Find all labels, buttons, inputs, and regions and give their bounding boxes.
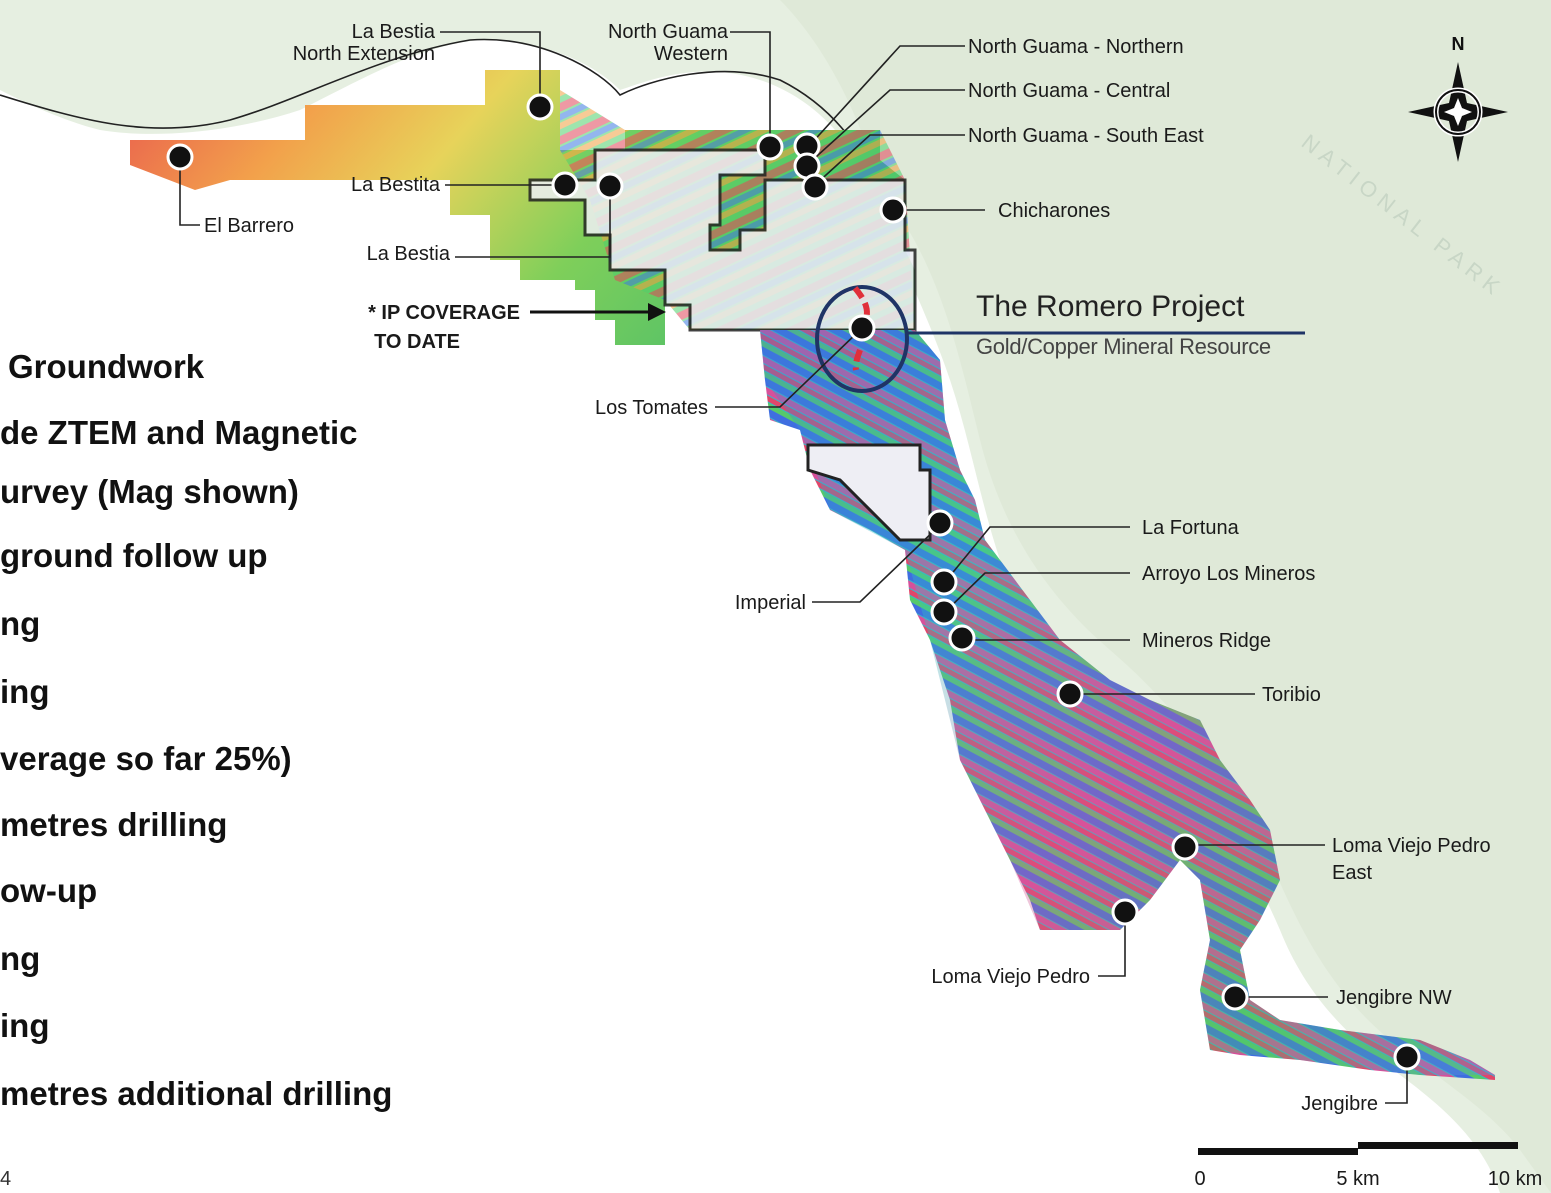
point-jengibre-nw[interactable] (1221, 983, 1249, 1011)
point-la-fortuna[interactable] (930, 568, 958, 596)
label-north-guama-south-east: North Guama - South East (968, 125, 1204, 147)
point-jengibre[interactable] (1393, 1043, 1421, 1071)
romero-ip-anomaly (852, 286, 870, 371)
scale-label-0: 0 (1194, 1168, 1205, 1190)
ip-coverage-block-south (806, 443, 932, 542)
label-la-bestia: La Bestia (367, 243, 451, 265)
point-la-bestita[interactable] (551, 171, 579, 199)
label-loma-viejo-pedro-east: Loma Viejo Pedro (1332, 835, 1491, 857)
label-loma-viejo-pedro: Loma Viejo Pedro (931, 966, 1090, 988)
label-mineros-ridge: Mineros Ridge (1142, 630, 1271, 652)
label-chicharones: Chicharones (998, 200, 1110, 222)
label-north-guama-northern: North Guama - Northern (968, 36, 1184, 58)
target-labels: La Bestia North Extension North Guama We… (204, 21, 1491, 1115)
scale-bar: 0 5 km 10 km (1194, 1142, 1542, 1190)
label-jengibre-nw: Jengibre NW (1336, 987, 1452, 1009)
label-imperial: Imperial (735, 592, 806, 614)
coast-land-right (780, 0, 1551, 1193)
compass-north-label: N (1452, 34, 1465, 54)
scale-label-5km: 5 km (1336, 1168, 1379, 1190)
point-arroyo-los-mineros[interactable] (930, 598, 958, 626)
project-title-block: The Romero Project Gold/Copper Mineral R… (976, 290, 1271, 360)
point-el-barrero[interactable] (166, 143, 194, 171)
ip-coverage-label-2: TO DATE (374, 331, 460, 353)
ip-coverage-label: * IP COVERAGE (368, 302, 520, 324)
target-points (166, 93, 1421, 1071)
point-los-tomates[interactable] (848, 314, 876, 342)
leader-lines (179, 31, 1408, 1104)
project-subtitle: Gold/Copper Mineral Resource (976, 334, 1271, 359)
label-loma-viejo-pedro-east-2: East (1332, 862, 1372, 884)
compass-rose-icon: N (1408, 34, 1508, 162)
point-loma-viejo-pedro[interactable] (1111, 898, 1139, 926)
ip-coverage-arrowhead (648, 303, 666, 321)
point-mineros-ridge[interactable] (948, 624, 976, 652)
label-jengibre: Jengibre (1301, 1093, 1378, 1115)
point-la-bestia[interactable] (596, 172, 624, 200)
label-el-barrero: El Barrero (204, 215, 294, 237)
point-chicharones[interactable] (879, 196, 907, 224)
point-loma-viejo-pedro-east[interactable] (1171, 833, 1199, 861)
label-la-fortuna: La Fortuna (1142, 517, 1240, 539)
label-la-bestia-north-extension: La Bestia (352, 21, 436, 43)
point-toribio[interactable] (1056, 680, 1084, 708)
scale-label-10km: 10 km (1488, 1168, 1542, 1190)
label-la-bestia-north-extension-2: North Extension (293, 43, 435, 65)
romero-project-highlight (815, 285, 909, 393)
label-north-guama-western: North Guama (608, 21, 729, 43)
label-north-guama-western-2: Western (654, 43, 728, 65)
label-los-tomates: Los Tomates (595, 397, 708, 419)
point-la-bestia-north-extension[interactable] (526, 93, 554, 121)
label-la-bestita: La Bestita (351, 174, 441, 196)
point-imperial[interactable] (926, 509, 954, 537)
page-number: 4 (0, 1168, 12, 1190)
point-north-guama-south-east[interactable] (801, 173, 829, 201)
label-toribio: Toribio (1262, 684, 1321, 706)
label-arroyo-los-mineros: Arroyo Los Mineros (1142, 563, 1315, 585)
point-north-guama-western[interactable] (756, 133, 784, 161)
label-north-guama-central: North Guama - Central (968, 80, 1170, 102)
project-title: The Romero Project (976, 290, 1245, 323)
